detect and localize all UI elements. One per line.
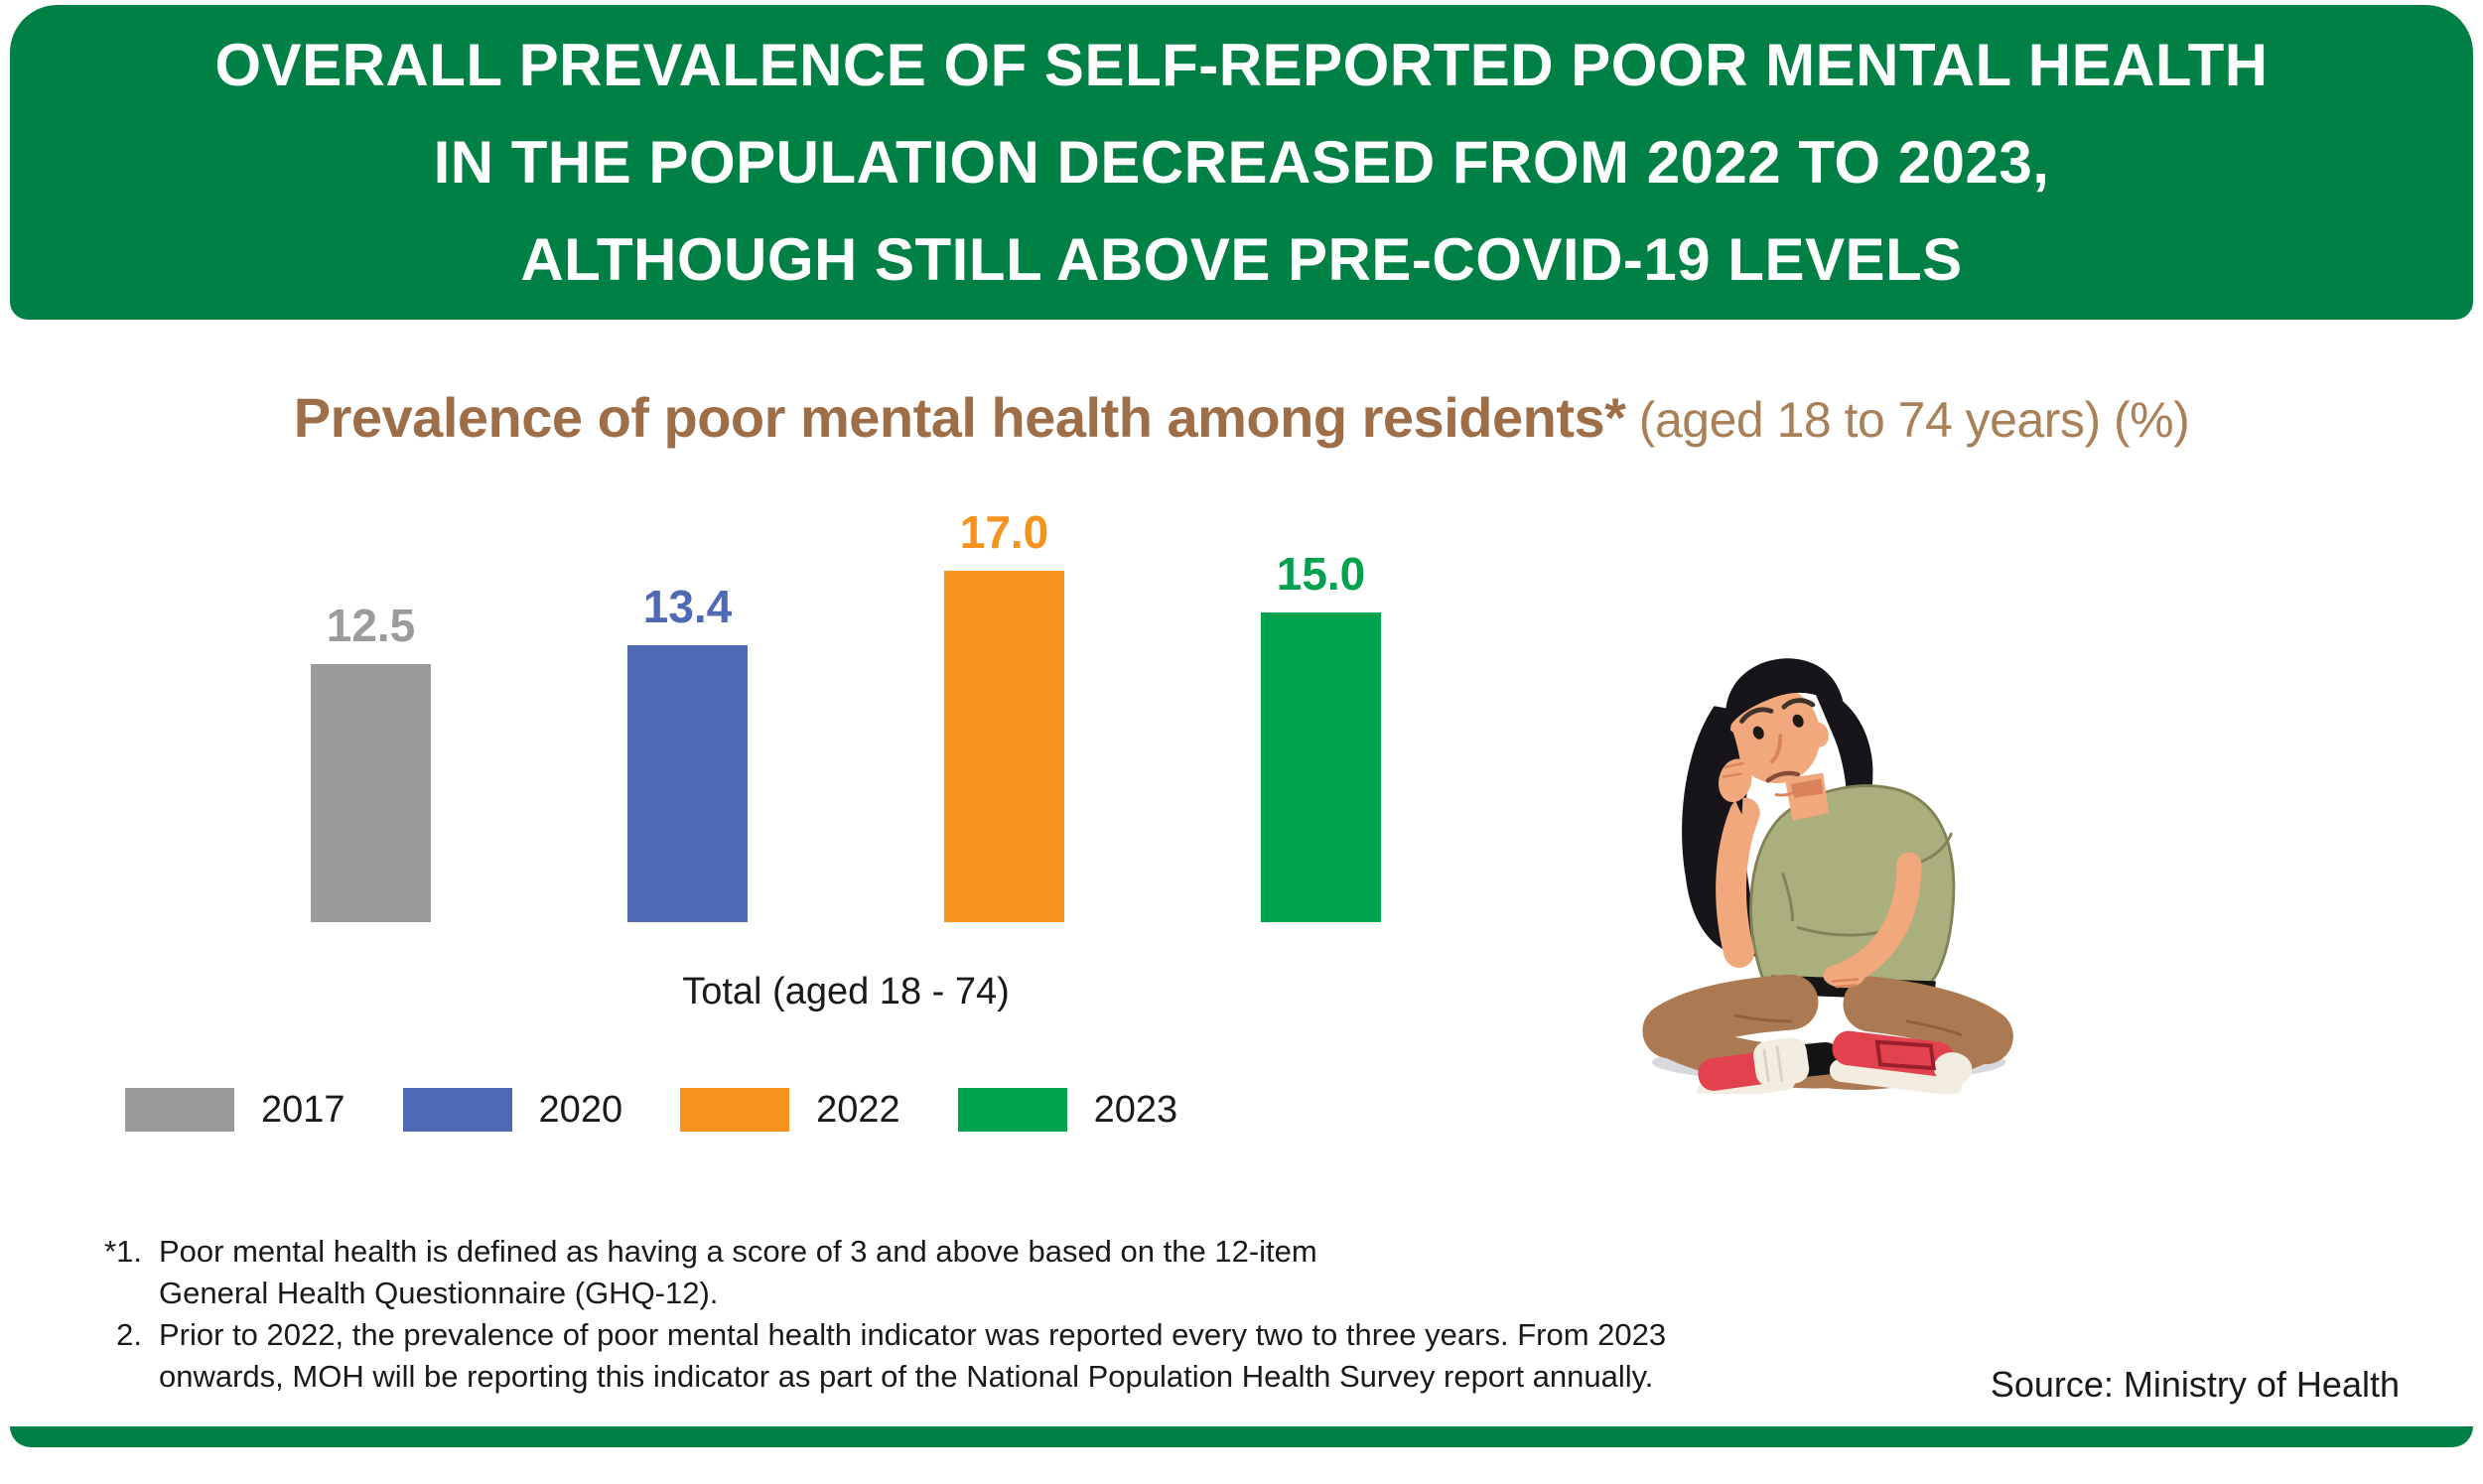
chart-title: Prevalence of poor mental health among r… xyxy=(0,385,2483,450)
legend-swatch xyxy=(125,1088,234,1132)
legend-label: 2022 xyxy=(816,1088,900,1131)
header-line: OVERALL PREVALENCE OF SELF-REPORTED POOR… xyxy=(214,31,2269,98)
x-axis-group-label: Total (aged 18 - 74) xyxy=(682,971,1010,1012)
legend-swatch xyxy=(957,1088,1067,1132)
legend-label: 2020 xyxy=(538,1088,623,1131)
legend-label: 2017 xyxy=(261,1088,345,1131)
chart-legend: 2017 2020 2022 2023 xyxy=(125,1088,1177,1132)
bar-value-label: 17.0 xyxy=(959,506,1049,558)
header-line: ALTHOUGH STILL ABOVE PRE-COVID-19 LEVELS xyxy=(520,225,1963,293)
footnote-text: Poor mental health is defined as having … xyxy=(159,1234,1317,1269)
legend-label: 2023 xyxy=(1093,1088,1178,1131)
source-label: Source: Ministry of Health xyxy=(1990,1364,2400,1405)
legend-item-2017: 2017 xyxy=(125,1088,345,1132)
footnote-marker: 2. xyxy=(116,1317,142,1352)
footnote-marker xyxy=(77,1273,142,1314)
footnote-text: Prior to 2022, the prevalence of poor me… xyxy=(159,1317,1667,1352)
footnote-marker: *1. xyxy=(104,1234,142,1269)
header-line: IN THE POPULATION DECREASED FROM 2022 TO… xyxy=(433,128,2050,196)
chart-title-subtitle: (aged 18 to 74 years) (%) xyxy=(1625,392,2190,448)
footnote-marker xyxy=(77,1356,142,1398)
bar-value-label: 12.5 xyxy=(326,600,416,651)
bar-value-label: 15.0 xyxy=(1276,548,1366,600)
legend-item-2022: 2022 xyxy=(680,1088,900,1132)
bar-2022 xyxy=(944,571,1064,922)
footnote-line: 2. Prior to 2022, the prevalence of poor … xyxy=(77,1314,1666,1356)
sad-person-illustration xyxy=(1642,658,2013,1094)
bar-2020 xyxy=(627,645,748,922)
footnote-line: onwards, MOH will be reporting this indi… xyxy=(77,1356,1666,1398)
header-banner: OVERALL PREVALENCE OF SELF-REPORTED POOR… xyxy=(10,5,2473,320)
bar-2017 xyxy=(311,664,431,922)
bar-2023 xyxy=(1261,612,1381,922)
footnote-line: General Health Questionnaire (GHQ-12). xyxy=(77,1273,1666,1314)
chart-title-main: Prevalence of poor mental health among r… xyxy=(293,386,1626,449)
legend-item-2023: 2023 xyxy=(957,1088,1178,1132)
footnote-line: *1. Poor mental health is defined as havi… xyxy=(77,1231,1666,1273)
footnote-text: onwards, MOH will be reporting this indi… xyxy=(159,1359,1654,1394)
legend-swatch xyxy=(680,1088,790,1132)
legend-swatch xyxy=(402,1088,512,1132)
bottom-accent-bar xyxy=(10,1426,2473,1447)
legend-item-2020: 2020 xyxy=(402,1088,623,1132)
footnote-text: General Health Questionnaire (GHQ-12). xyxy=(159,1276,719,1310)
footnotes: *1. Poor mental health is defined as havi… xyxy=(77,1231,1666,1398)
bar-value-label: 13.4 xyxy=(642,581,733,632)
